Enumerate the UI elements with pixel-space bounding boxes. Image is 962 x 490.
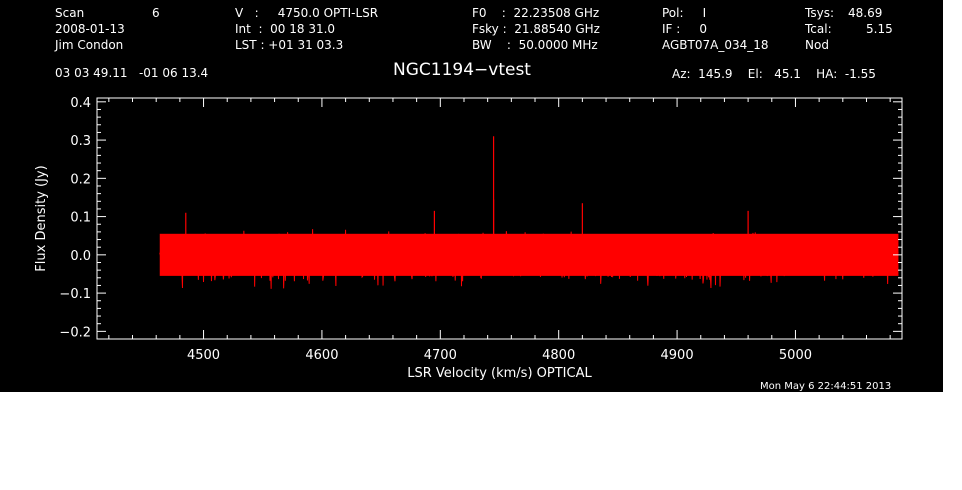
x-tick-label: 4700 xyxy=(424,348,457,363)
timestamp: Mon May 6 22:44:51 2013 xyxy=(760,381,891,392)
tcal-value: 5.15 xyxy=(866,22,893,36)
plot-frame xyxy=(96,97,903,340)
y-tick-label: 0.3 xyxy=(70,134,91,149)
tsys-label: Tsys: xyxy=(805,6,834,20)
project-id: AGBT07A_034_18 xyxy=(662,38,769,52)
az-el-ha: Az: 145.9 El: 45.1 HA: -1.55 xyxy=(672,67,876,81)
fsky-line: Fsky : 21.88540 GHz xyxy=(472,22,600,36)
x-tick-label: 4600 xyxy=(305,348,338,363)
plot-title: NGC1194−vtest xyxy=(393,60,531,80)
spectrum-noise-band xyxy=(159,233,899,276)
y-axis-label: Flux Density (Jy) xyxy=(34,165,49,271)
tcal-label: Tcal: xyxy=(805,22,832,36)
scan-value: 6 xyxy=(152,6,160,20)
y-tick-label: −0.2 xyxy=(59,325,91,340)
x-tick-label: 4900 xyxy=(661,348,694,363)
axis-ticks: 4500 4600 4700 4800 4900 5000 −0.2 −0.1 0.0 0.1 0.… xyxy=(59,96,902,363)
obs-mode: Nod xyxy=(805,38,829,52)
scan-label: Scan xyxy=(55,6,85,20)
y-tick-label: 0.4 xyxy=(70,96,91,111)
observer-name: Jim Condon xyxy=(55,38,124,52)
tsys-value: 48.69 xyxy=(848,6,883,20)
spectrum-series xyxy=(159,136,899,289)
x-tick-label: 5000 xyxy=(779,348,812,363)
x-tick-label: 4800 xyxy=(542,348,575,363)
if-line: IF : 0 xyxy=(662,22,708,36)
plot-panel: Scan 6 2008-01-13 Jim Condon V : 4750.0 … xyxy=(0,0,943,392)
integration-line: Int : 00 18 31.0 xyxy=(235,22,336,36)
velocity-line: V : 4750.0 OPTI-LSR xyxy=(235,6,379,20)
y-tick-label: −0.1 xyxy=(59,287,91,302)
x-tick-label: 4500 xyxy=(187,348,220,363)
lst-line: LST : +01 31 03.3 xyxy=(235,38,344,52)
y-tick-label: 0.1 xyxy=(70,211,91,226)
f0-line: F0 : 22.23508 GHz xyxy=(472,6,600,20)
pol-line: Pol: I xyxy=(662,6,707,20)
x-axis-label: LSR Velocity (km/s) OPTICAL xyxy=(407,366,592,381)
y-tick-label: 0.0 xyxy=(70,249,91,264)
spectrum-chart: 4500 4600 4700 4800 4900 5000 −0.2 −0.1 0.0 0.1 0.… xyxy=(34,96,903,392)
bandwidth-line: BW : 50.0000 MHz xyxy=(472,38,598,52)
source-coords: 03 03 49.11 -01 06 13.4 xyxy=(55,66,209,80)
obs-date: 2008-01-13 xyxy=(55,22,125,36)
y-tick-label: 0.2 xyxy=(70,172,91,187)
